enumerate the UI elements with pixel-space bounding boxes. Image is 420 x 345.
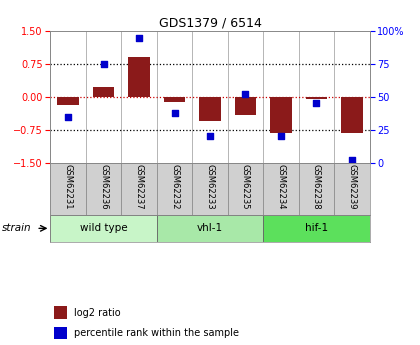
Bar	[192, 162, 228, 215]
Text: GSM62233: GSM62233	[205, 164, 215, 210]
Point	[349, 157, 355, 163]
Bar	[50, 162, 86, 215]
Text: GSM62238: GSM62238	[312, 164, 321, 210]
Bar	[263, 162, 299, 215]
Text: vhl-1: vhl-1	[197, 223, 223, 233]
Point	[207, 134, 213, 139]
Point	[136, 35, 142, 40]
Bar	[164, 97, 185, 102]
Title: GDS1379 / 6514: GDS1379 / 6514	[159, 17, 261, 30]
Text: strain: strain	[2, 223, 32, 233]
Bar	[93, 87, 114, 97]
Bar	[121, 162, 157, 215]
Bar	[299, 162, 334, 215]
Text: hif-1: hif-1	[305, 223, 328, 233]
Bar	[228, 162, 263, 215]
Bar	[157, 162, 192, 215]
Bar	[334, 162, 370, 215]
Point	[278, 134, 284, 139]
Bar	[306, 97, 327, 99]
Text: GSM62236: GSM62236	[99, 164, 108, 210]
Bar	[200, 97, 221, 121]
Bar	[157, 215, 263, 242]
Bar	[54, 306, 67, 319]
Text: wild type: wild type	[80, 223, 127, 233]
Text: percentile rank within the sample: percentile rank within the sample	[74, 328, 239, 338]
Bar	[86, 162, 121, 215]
Bar	[58, 97, 79, 105]
Bar	[235, 97, 256, 115]
Text: GSM62231: GSM62231	[64, 164, 73, 210]
Text: GSM62234: GSM62234	[276, 164, 286, 210]
Text: log2 ratio: log2 ratio	[74, 308, 121, 317]
Point	[242, 91, 249, 97]
Point	[171, 110, 178, 115]
Bar	[50, 215, 157, 242]
Bar	[341, 97, 362, 133]
Point	[313, 101, 320, 106]
Bar	[54, 327, 67, 339]
Text: GSM62232: GSM62232	[170, 164, 179, 210]
Bar	[129, 57, 150, 97]
Text: GSM62239: GSM62239	[347, 164, 356, 210]
Text: GSM62235: GSM62235	[241, 164, 250, 210]
Text: GSM62237: GSM62237	[134, 164, 144, 210]
Point	[65, 114, 71, 119]
Bar	[270, 97, 291, 133]
Point	[100, 61, 107, 67]
Bar	[263, 215, 370, 242]
